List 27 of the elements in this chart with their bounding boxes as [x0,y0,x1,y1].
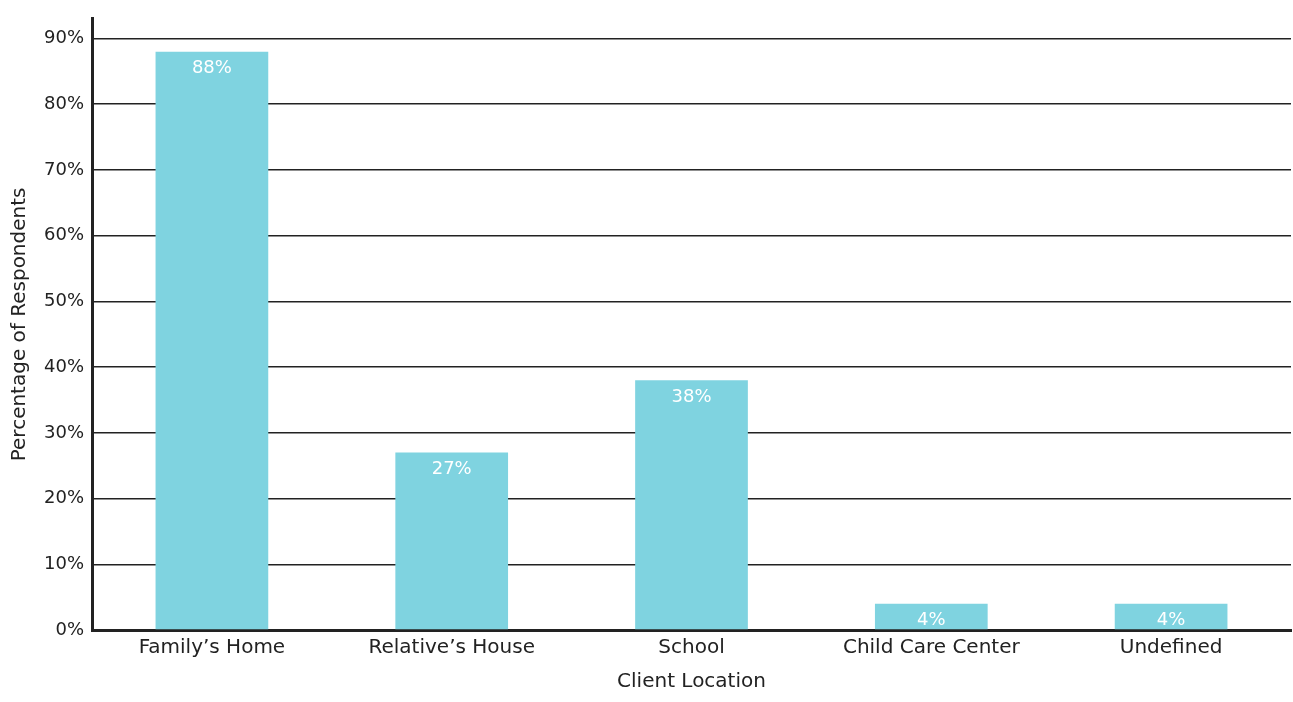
y-axis-title: Percentage of Respondents [6,187,31,462]
bar [395,452,509,630]
x-tick-label: School [658,634,725,659]
y-tick-label: 10% [43,551,85,573]
x-tick-label: Relative’s House [368,634,535,659]
x-axis-title: Client Location [617,668,766,693]
data-label: 4% [1156,608,1186,630]
x-tick-label: Child Care Center [842,634,1021,659]
x-tick-label: Undefined [1119,634,1223,659]
y-tick-label: 40% [43,354,85,376]
y-tick-label: 70% [43,157,85,179]
x-tick-label: Family’s Home [138,634,286,659]
y-tick-label: 30% [43,420,85,442]
y-tick-label: 0% [55,617,85,639]
bar [1114,603,1228,630]
bar [155,51,269,630]
y-tick-label: 90% [43,26,85,48]
bar [874,603,988,630]
y-tick-label: 60% [43,223,85,245]
data-label: 4% [917,608,946,630]
bar [635,380,748,630]
data-label: 88% [191,56,232,78]
data-label: 38% [671,384,712,406]
y-tick-label: 80% [43,91,85,113]
data-label: 27% [431,457,472,479]
y-tick-label: 50% [43,289,85,311]
y-tick-label: 20% [43,486,85,508]
